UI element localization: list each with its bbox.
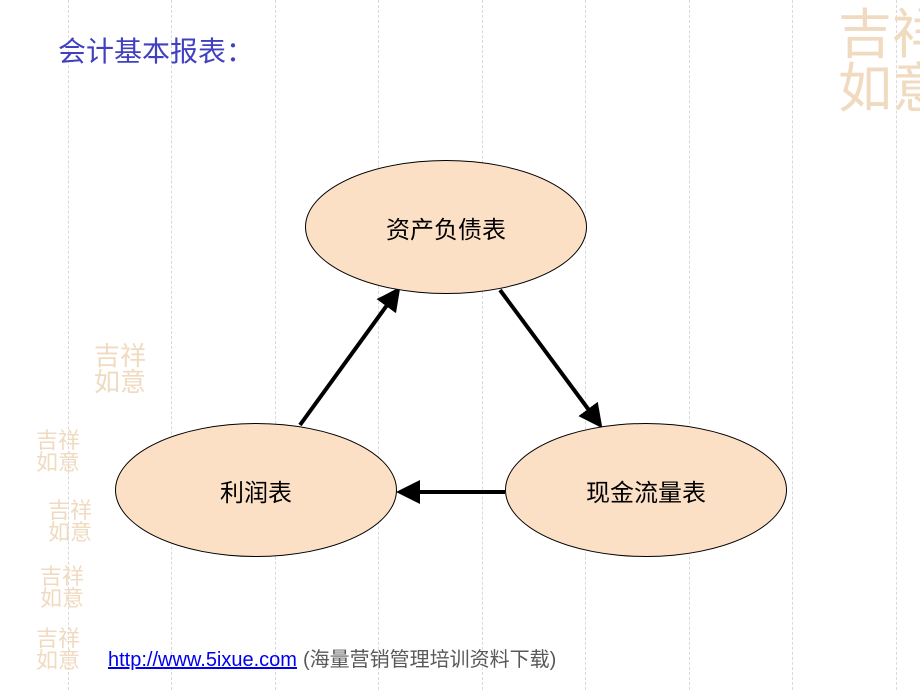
node-label: 利润表 [220,473,292,508]
node-pl: 利润表 [115,423,397,557]
footer-link[interactable]: http://www.5ixue.com [108,649,297,672]
slide-canvas: 吉如祥意吉如祥意吉如祥意吉如祥意吉如祥意吉如祥意会计基本报表：资产负债表利润表现… [0,0,920,690]
edge-pl-bs [300,290,398,425]
node-cf: 现金流量表 [505,423,787,557]
node-label: 资产负债表 [386,210,506,245]
footer: http://www.5ixue.com (海量营销管理培训资料下载) [108,643,556,672]
node-bs: 资产负债表 [305,160,587,294]
footer-note: (海量营销管理培训资料下载) [303,643,556,672]
node-label: 现金流量表 [586,473,706,508]
diagram-arrows [0,0,920,690]
edge-bs-cf [500,290,600,425]
